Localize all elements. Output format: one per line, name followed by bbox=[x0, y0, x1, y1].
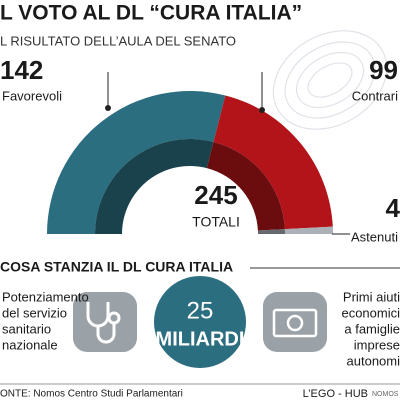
amount: 25 bbox=[187, 297, 214, 324]
right-text: autonomi bbox=[347, 353, 400, 368]
value-label: 142 bbox=[0, 55, 43, 85]
segment bbox=[47, 90, 226, 235]
source: ONTE: Nomos Centro Studi Parlamentari bbox=[0, 389, 183, 400]
segment bbox=[284, 226, 333, 234]
segment-shade bbox=[257, 229, 285, 234]
total-label: TOTALI bbox=[192, 214, 240, 230]
value-label: 99 bbox=[369, 55, 398, 85]
stethoscope-icon bbox=[86, 302, 121, 344]
icon-box bbox=[263, 292, 327, 352]
segment-shade bbox=[206, 141, 285, 231]
right-text: Primi aiuti bbox=[343, 289, 400, 304]
segment bbox=[213, 95, 333, 230]
left-text: Potenziamento bbox=[2, 289, 89, 304]
right-text: imprese bbox=[354, 337, 400, 352]
subtitle: L RISULTATO DELL’AULA DEL SENATO bbox=[0, 33, 236, 48]
callout-dot bbox=[105, 105, 111, 111]
category-label: Contrari bbox=[352, 88, 398, 103]
callout-dot bbox=[259, 107, 265, 113]
left-text: del servizio bbox=[2, 305, 67, 320]
category-label: Favorevoli bbox=[2, 88, 62, 103]
credit: L’EGO - HUB bbox=[303, 388, 368, 400]
right-text: a famiglie bbox=[344, 321, 400, 336]
left-text: nazionale bbox=[2, 337, 58, 352]
category-label: Astenuti bbox=[351, 229, 398, 244]
amount-unit: MILIARDI bbox=[156, 328, 245, 350]
total: 245 bbox=[194, 180, 237, 210]
amount-circle bbox=[154, 276, 246, 368]
section-title: COSA STANZIA IL DL CURA ITALIA bbox=[0, 259, 233, 275]
segment-shade bbox=[95, 138, 214, 234]
value-label: 4 bbox=[386, 193, 400, 223]
money-icon bbox=[272, 308, 318, 338]
right-text: economici bbox=[341, 305, 400, 320]
title: L VOTO AL DL “CURA ITALIA” bbox=[0, 2, 302, 25]
decor-swirl bbox=[272, 30, 388, 130]
left-text: sanitario bbox=[2, 321, 51, 336]
credit-partner: NOMOS bbox=[372, 391, 399, 398]
